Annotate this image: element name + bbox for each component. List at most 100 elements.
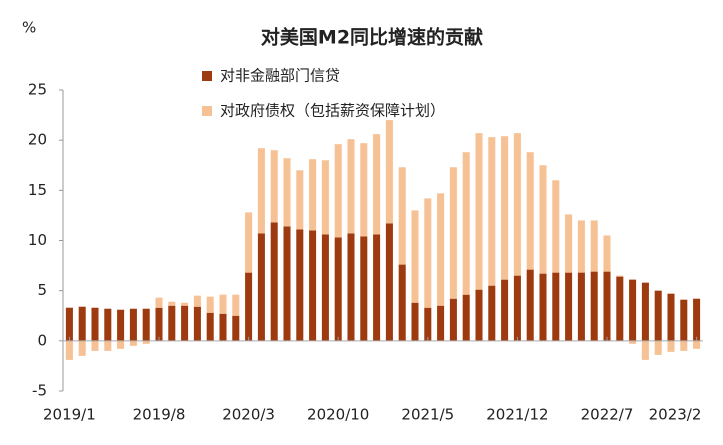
bar: [321, 234, 329, 341]
bar: [398, 264, 406, 341]
bar: [629, 279, 637, 341]
bar: [449, 298, 457, 341]
bar: [603, 271, 611, 341]
bar: [411, 210, 419, 303]
bar: [104, 340, 112, 351]
bar: [526, 152, 534, 270]
bar: [181, 302, 189, 306]
bar: [168, 301, 176, 306]
bar: [654, 290, 662, 341]
bar: [373, 234, 381, 341]
bar: [424, 198, 432, 308]
bar: [577, 220, 585, 273]
bar: [193, 295, 201, 307]
bar: [360, 236, 368, 341]
bar: [603, 235, 611, 272]
bar: [168, 305, 176, 341]
bar: [232, 315, 240, 341]
y-tick-label: 10: [28, 231, 47, 249]
bar: [693, 340, 701, 349]
bar: [309, 230, 317, 341]
x-tick-label: 2021/5: [401, 406, 454, 424]
bar: [334, 144, 342, 238]
bar: [616, 276, 624, 341]
bar: [219, 313, 227, 341]
bar: [590, 271, 598, 341]
legend-swatch: [202, 106, 212, 116]
bar: [641, 340, 649, 360]
bar: [385, 120, 393, 224]
bar: [398, 167, 406, 265]
bar: [411, 302, 419, 341]
bar: [667, 293, 675, 341]
bar: [257, 148, 265, 234]
bar: [680, 340, 688, 351]
bar: [680, 299, 688, 341]
bar: [693, 298, 701, 341]
bar: [513, 275, 521, 341]
bar: [501, 279, 509, 341]
bar: [321, 160, 329, 235]
y-axis-label: %: [22, 19, 36, 37]
bar: [117, 340, 125, 349]
bar: [565, 214, 573, 273]
bar: [129, 340, 137, 346]
legend-label: 对政府债权（包括薪资保障计划）: [220, 102, 445, 120]
bar: [385, 223, 393, 341]
bar: [257, 233, 265, 341]
x-tick-label: 2021/12: [486, 406, 548, 424]
bar: [245, 212, 253, 273]
bar: [449, 167, 457, 299]
bar: [155, 297, 163, 308]
x-tick-label: 2022/7: [581, 406, 634, 424]
bar: [296, 229, 304, 341]
bar: [667, 340, 675, 352]
bar: [65, 307, 73, 341]
bar: [334, 237, 342, 341]
bar: [462, 152, 470, 295]
bar: [65, 340, 73, 360]
bar: [193, 306, 201, 341]
bar: [437, 305, 445, 341]
bar: [78, 340, 86, 356]
bar: [283, 158, 291, 227]
bar: [270, 150, 278, 223]
bar: [552, 272, 560, 341]
y-tick-label: 5: [37, 281, 47, 299]
bar: [475, 133, 483, 290]
bar: [437, 193, 445, 306]
x-tick-label: 2020/3: [222, 406, 275, 424]
bar: [577, 272, 585, 341]
x-tick-label: 2019/1: [43, 406, 96, 424]
y-tick-label: 0: [37, 331, 47, 349]
y-tick-label: -5: [32, 382, 47, 400]
legend-swatch: [202, 71, 212, 81]
bar: [513, 133, 521, 276]
bar: [181, 305, 189, 341]
bar: [91, 307, 99, 341]
bar: [475, 289, 483, 341]
bar: [104, 308, 112, 341]
bar: [373, 134, 381, 235]
bar: [232, 294, 240, 316]
bar: [270, 222, 278, 341]
bar: [155, 307, 163, 341]
y-tick-label: 25: [28, 81, 47, 99]
bar: [629, 340, 637, 344]
bar: [78, 306, 86, 341]
bar: [283, 226, 291, 341]
bar: [539, 273, 547, 341]
chart-title: 对美国M2同比增速的贡献: [261, 26, 483, 49]
bar: [142, 340, 150, 344]
bar: [206, 312, 214, 341]
x-tick-label: 2023/2: [649, 406, 702, 424]
bar: [654, 340, 662, 355]
bar: [641, 282, 649, 341]
bar: [347, 233, 355, 341]
bar: [309, 159, 317, 231]
x-tick-label: 2019/8: [133, 406, 186, 424]
bar: [616, 275, 624, 277]
bar: [488, 137, 496, 286]
bar: [462, 294, 470, 341]
